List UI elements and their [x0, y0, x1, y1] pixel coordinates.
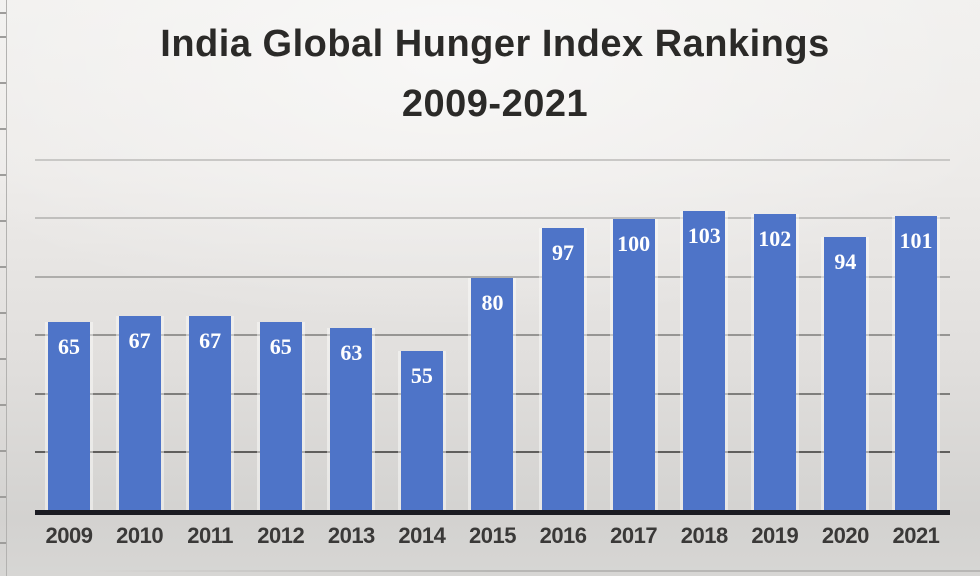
- bar-value-label: 65: [58, 333, 80, 359]
- bar-2010: 67: [118, 315, 161, 512]
- bar-value-label: 67: [199, 327, 222, 353]
- bottom-edge-line: [90, 570, 980, 572]
- x-axis-label-text: 2017: [610, 523, 658, 548]
- bar-value-label: 67: [128, 327, 151, 353]
- x-axis-label-2017: 2017: [610, 523, 658, 549]
- x-axis-label-2021: 2021: [892, 523, 940, 549]
- bar-value-label: 80: [481, 289, 504, 315]
- bar-2012: 65: [259, 321, 302, 512]
- x-axis-label-text: 2019: [751, 523, 799, 548]
- x-axis-label-2009: 2009: [45, 523, 93, 549]
- gridline-100: [35, 217, 950, 220]
- x-axis-line: [35, 510, 950, 515]
- x-axis-label-text: 2015: [469, 523, 516, 548]
- plot-area: 65 67 67 65 63 55 80 97 100 103 102 94 101: [35, 155, 950, 515]
- bar-2014: 55: [400, 351, 443, 512]
- x-axis-label-text: 2014: [398, 523, 446, 548]
- x-axis-label-2014: 2014: [398, 523, 446, 549]
- x-axis-label-text: 2021: [892, 523, 940, 548]
- x-axis-label-2011: 2011: [187, 523, 234, 549]
- x-axis-labels: 2009 2010 2011 2012 2013 2014 2015 2016 2017 2018…: [35, 523, 950, 549]
- bar-2009: 65: [48, 321, 90, 512]
- bar-2017: 100: [612, 219, 655, 512]
- x-axis-label-2012: 2012: [257, 523, 305, 549]
- bar-value-label: 100: [617, 231, 651, 257]
- bar-2011: 67: [189, 315, 232, 512]
- x-axis-label-2015: 2015: [469, 523, 516, 549]
- x-axis-label-text: 2009: [45, 523, 93, 548]
- bar-2020: 94: [824, 236, 867, 512]
- bar-2016: 97: [542, 228, 585, 512]
- x-axis-label-text: 2020: [821, 523, 869, 548]
- bar-value-label: 101: [899, 228, 933, 254]
- chart-title: India Global Hunger Index Rankings 2009-…: [20, 14, 970, 134]
- x-axis-label-2010: 2010: [116, 523, 164, 549]
- x-axis-label-text: 2013: [327, 523, 375, 548]
- bar-value-label: 65: [269, 333, 292, 359]
- x-axis-label-2018: 2018: [680, 523, 728, 549]
- x-axis-label-text: 2011: [187, 523, 234, 548]
- x-axis-label-2013: 2013: [327, 523, 375, 549]
- bar-2019: 102: [753, 213, 796, 512]
- x-axis-label-2019: 2019: [751, 523, 799, 549]
- bar-2015: 80: [471, 277, 514, 512]
- bar-value-label: 55: [410, 363, 433, 389]
- bar-2018: 103: [683, 210, 726, 512]
- x-axis-label-text: 2016: [539, 523, 587, 548]
- bar-2013: 63: [330, 327, 373, 512]
- x-axis-label-text: 2012: [257, 523, 305, 548]
- gridline-120: [35, 158, 950, 161]
- bar-value-label: 97: [552, 240, 575, 266]
- bars-layer: 65 67 67 65 63 55 80 97 100 103 102 94 101: [35, 155, 950, 512]
- bar-value-label: 94: [834, 248, 857, 274]
- bar-value-label: 103: [687, 222, 721, 248]
- gridline-80: [35, 275, 950, 278]
- x-axis-label-text: 2018: [680, 523, 728, 548]
- bar-value-label: 63: [340, 339, 363, 365]
- x-axis-label-text: 2010: [116, 523, 164, 548]
- bar-2021: 101: [894, 216, 937, 512]
- x-axis-label-2016: 2016: [539, 523, 587, 549]
- x-axis-label-2020: 2020: [821, 523, 869, 549]
- chart-title-line2: 2009-2021: [401, 83, 589, 125]
- left-edge-ruler: [0, 0, 7, 576]
- bar-value-label: 102: [758, 225, 792, 251]
- chart-title-line1: India Global Hunger Index Rankings: [160, 23, 830, 65]
